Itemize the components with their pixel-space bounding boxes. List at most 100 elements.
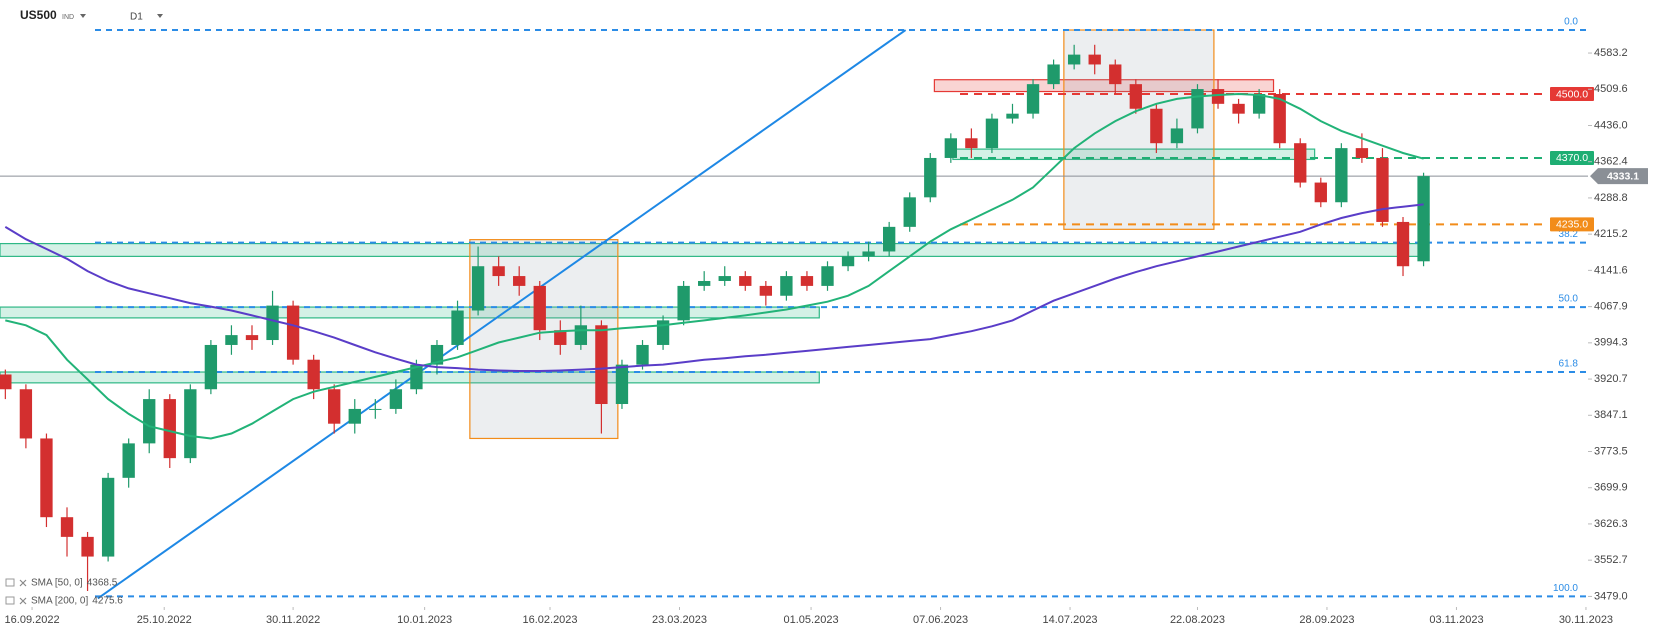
y-tick-label: 4362.4 <box>1594 156 1628 168</box>
candle-body <box>513 276 526 286</box>
candle-body <box>841 256 855 267</box>
timeframe-dropdown[interactable] <box>157 14 163 18</box>
candle-body <box>307 359 320 390</box>
candle-body <box>1191 89 1204 129</box>
candle-body <box>184 389 197 459</box>
candle-body <box>122 443 135 478</box>
candle-body <box>595 325 608 405</box>
candle-body <box>615 364 629 405</box>
candle-body <box>554 330 567 345</box>
candle-body <box>1376 157 1389 222</box>
candle-body <box>1232 103 1245 114</box>
candle-body <box>204 344 218 390</box>
candle-body <box>800 276 814 286</box>
symbol[interactable]: US500 <box>20 8 57 22</box>
candle-body <box>636 344 649 365</box>
legend-icon <box>5 596 15 605</box>
y-tick-label: 4436.0 <box>1594 119 1628 131</box>
candle-body <box>1047 64 1060 85</box>
legend-value: 4275.6 <box>92 596 123 607</box>
candle-body <box>1396 221 1410 267</box>
y-tick-label: 3699.9 <box>1594 482 1628 494</box>
candle-body <box>286 305 300 360</box>
x-tick-label: 07.06.2023 <box>913 614 968 626</box>
y-tick-label: 3847.1 <box>1594 409 1628 421</box>
fib-label: 100.0 <box>1553 583 1578 594</box>
legend-close[interactable] <box>19 579 27 587</box>
y-tick-label: 4067.9 <box>1594 301 1628 313</box>
candle-body <box>1252 93 1266 114</box>
candle-body <box>924 157 937 198</box>
y-tick-label: 4583.2 <box>1594 47 1628 59</box>
y-tick-label: 4141.6 <box>1594 264 1628 276</box>
candle-body <box>19 389 33 439</box>
candle-body <box>451 310 464 345</box>
fib-label: 61.8 <box>1559 359 1579 370</box>
y-tick-label: 3626.3 <box>1594 518 1628 530</box>
candle-body <box>266 305 279 341</box>
price-level-box <box>1550 86 1594 101</box>
y-tick-label: 4288.8 <box>1594 192 1628 204</box>
last-price-tag <box>1590 168 1648 185</box>
candle-body <box>1170 128 1184 144</box>
zone <box>933 79 1275 93</box>
candle-body <box>163 399 176 459</box>
candle-body <box>492 266 505 277</box>
candle-body <box>1335 148 1348 203</box>
header: US500 IND D1 <box>20 8 163 23</box>
x-tick-label: 03.11.2023 <box>1429 614 1483 626</box>
candle-body <box>533 285 546 331</box>
candle-body <box>1067 54 1081 65</box>
price-level-label: 4370.0 <box>1556 152 1588 164</box>
candle-body <box>574 325 588 345</box>
candle-body <box>81 536 94 557</box>
y-tick-label: 3773.5 <box>1594 445 1628 457</box>
candle-body <box>389 389 403 409</box>
candle-body <box>944 138 957 158</box>
x-tick-label: 25.10.2022 <box>137 614 192 626</box>
candle-body <box>1088 54 1101 65</box>
candle-body <box>1417 176 1430 262</box>
candle-body <box>1006 113 1019 119</box>
price-level-box <box>1550 217 1594 232</box>
fib-label: 38.2 <box>1559 229 1579 240</box>
candle-body <box>698 280 711 286</box>
candle-body <box>0 374 12 390</box>
candle-body <box>328 389 341 424</box>
candle-body <box>1273 93 1286 144</box>
candle-body <box>965 138 978 149</box>
x-tick-label: 10.01.2023 <box>397 614 452 626</box>
zone <box>1063 29 1215 230</box>
legend-name: SMA [50, 0] <box>31 578 83 589</box>
candle-body <box>862 251 875 257</box>
y-tick-label: 3479.0 <box>1594 590 1628 602</box>
candle-body <box>1314 182 1327 203</box>
candle-body <box>471 266 485 311</box>
candle-body <box>1026 84 1040 114</box>
price-level-label: 4500.0 <box>1556 88 1588 100</box>
x-tick-label: 30.11.2022 <box>266 614 320 626</box>
trendline <box>97 29 907 600</box>
legend-item: SMA [50, 0] 4368.5 <box>5 578 118 589</box>
timeframe[interactable]: D1 <box>130 12 143 23</box>
symbol-dropdown[interactable] <box>80 14 86 18</box>
candle-body <box>1109 64 1122 85</box>
legend-icon <box>5 578 15 587</box>
x-tick-label: 16.09.2022 <box>5 614 60 626</box>
candle-body <box>225 335 238 345</box>
candle-body <box>430 344 444 365</box>
last-price-label: 4333.1 <box>1607 170 1639 182</box>
fib-label: 0.0 <box>1564 17 1578 28</box>
y-tick-label: 4215.2 <box>1594 228 1628 240</box>
x-tick-label: 16.02.2023 <box>522 614 577 626</box>
zone <box>0 242 1425 257</box>
legend-close[interactable] <box>19 597 27 605</box>
legend-name: SMA [200, 0] <box>31 596 88 607</box>
candle-body <box>718 276 731 281</box>
sma-line <box>4 203 1424 372</box>
price-level-label: 4235.0 <box>1556 219 1588 231</box>
candle-body <box>60 517 74 537</box>
candle-body <box>1211 89 1225 104</box>
x-tick-label: 30.11.2023 <box>1559 614 1613 626</box>
